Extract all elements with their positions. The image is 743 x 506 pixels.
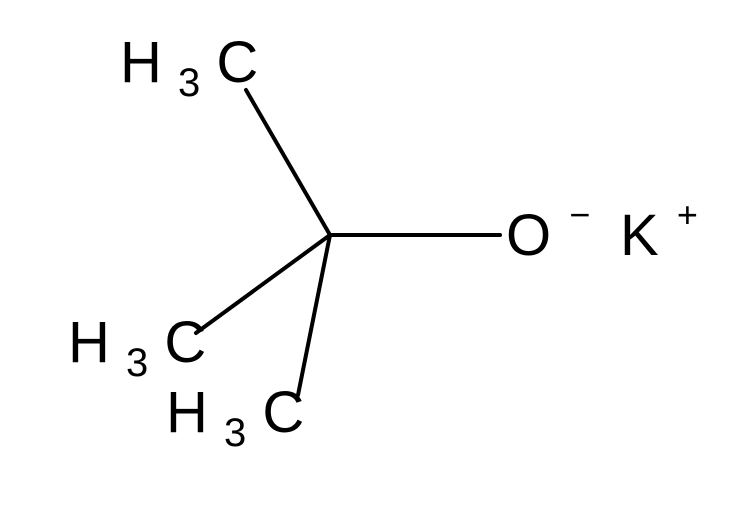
bond-center-ch3-bottom <box>298 235 330 395</box>
ch3-left-H: H <box>68 310 110 375</box>
molecule-canvas: H 3 C H 3 C H 3 C O − K + <box>0 0 743 506</box>
ch3-bottom-H: H <box>166 380 208 445</box>
bond-center-ch3-top <box>246 90 330 235</box>
oxygen-label: O − <box>506 194 590 268</box>
bonds-group <box>196 90 500 395</box>
ch3-top-3: 3 <box>178 61 200 105</box>
ch3-top-label: H 3 C <box>120 30 258 109</box>
potassium-plus-icon: + <box>677 194 698 235</box>
bond-center-ch3-left <box>196 235 330 333</box>
ch3-bottom-label: H 3 C <box>166 380 304 459</box>
ch3-top-C: C <box>216 30 258 95</box>
potassium-K: K <box>620 203 659 268</box>
ch3-bottom-3: 3 <box>224 411 246 455</box>
ch3-bottom-C: C <box>262 380 304 445</box>
ch3-left-C: C <box>164 310 206 375</box>
oxygen-O: O <box>506 203 551 268</box>
ch3-left-label: H 3 C <box>68 310 206 389</box>
atom-labels-group: H 3 C H 3 C H 3 C O − K + <box>68 30 698 459</box>
ch3-left-3: 3 <box>126 341 148 385</box>
oxygen-minus-icon: − <box>569 194 590 235</box>
ch3-top-H: H <box>120 30 162 95</box>
potassium-label: K + <box>620 194 698 268</box>
